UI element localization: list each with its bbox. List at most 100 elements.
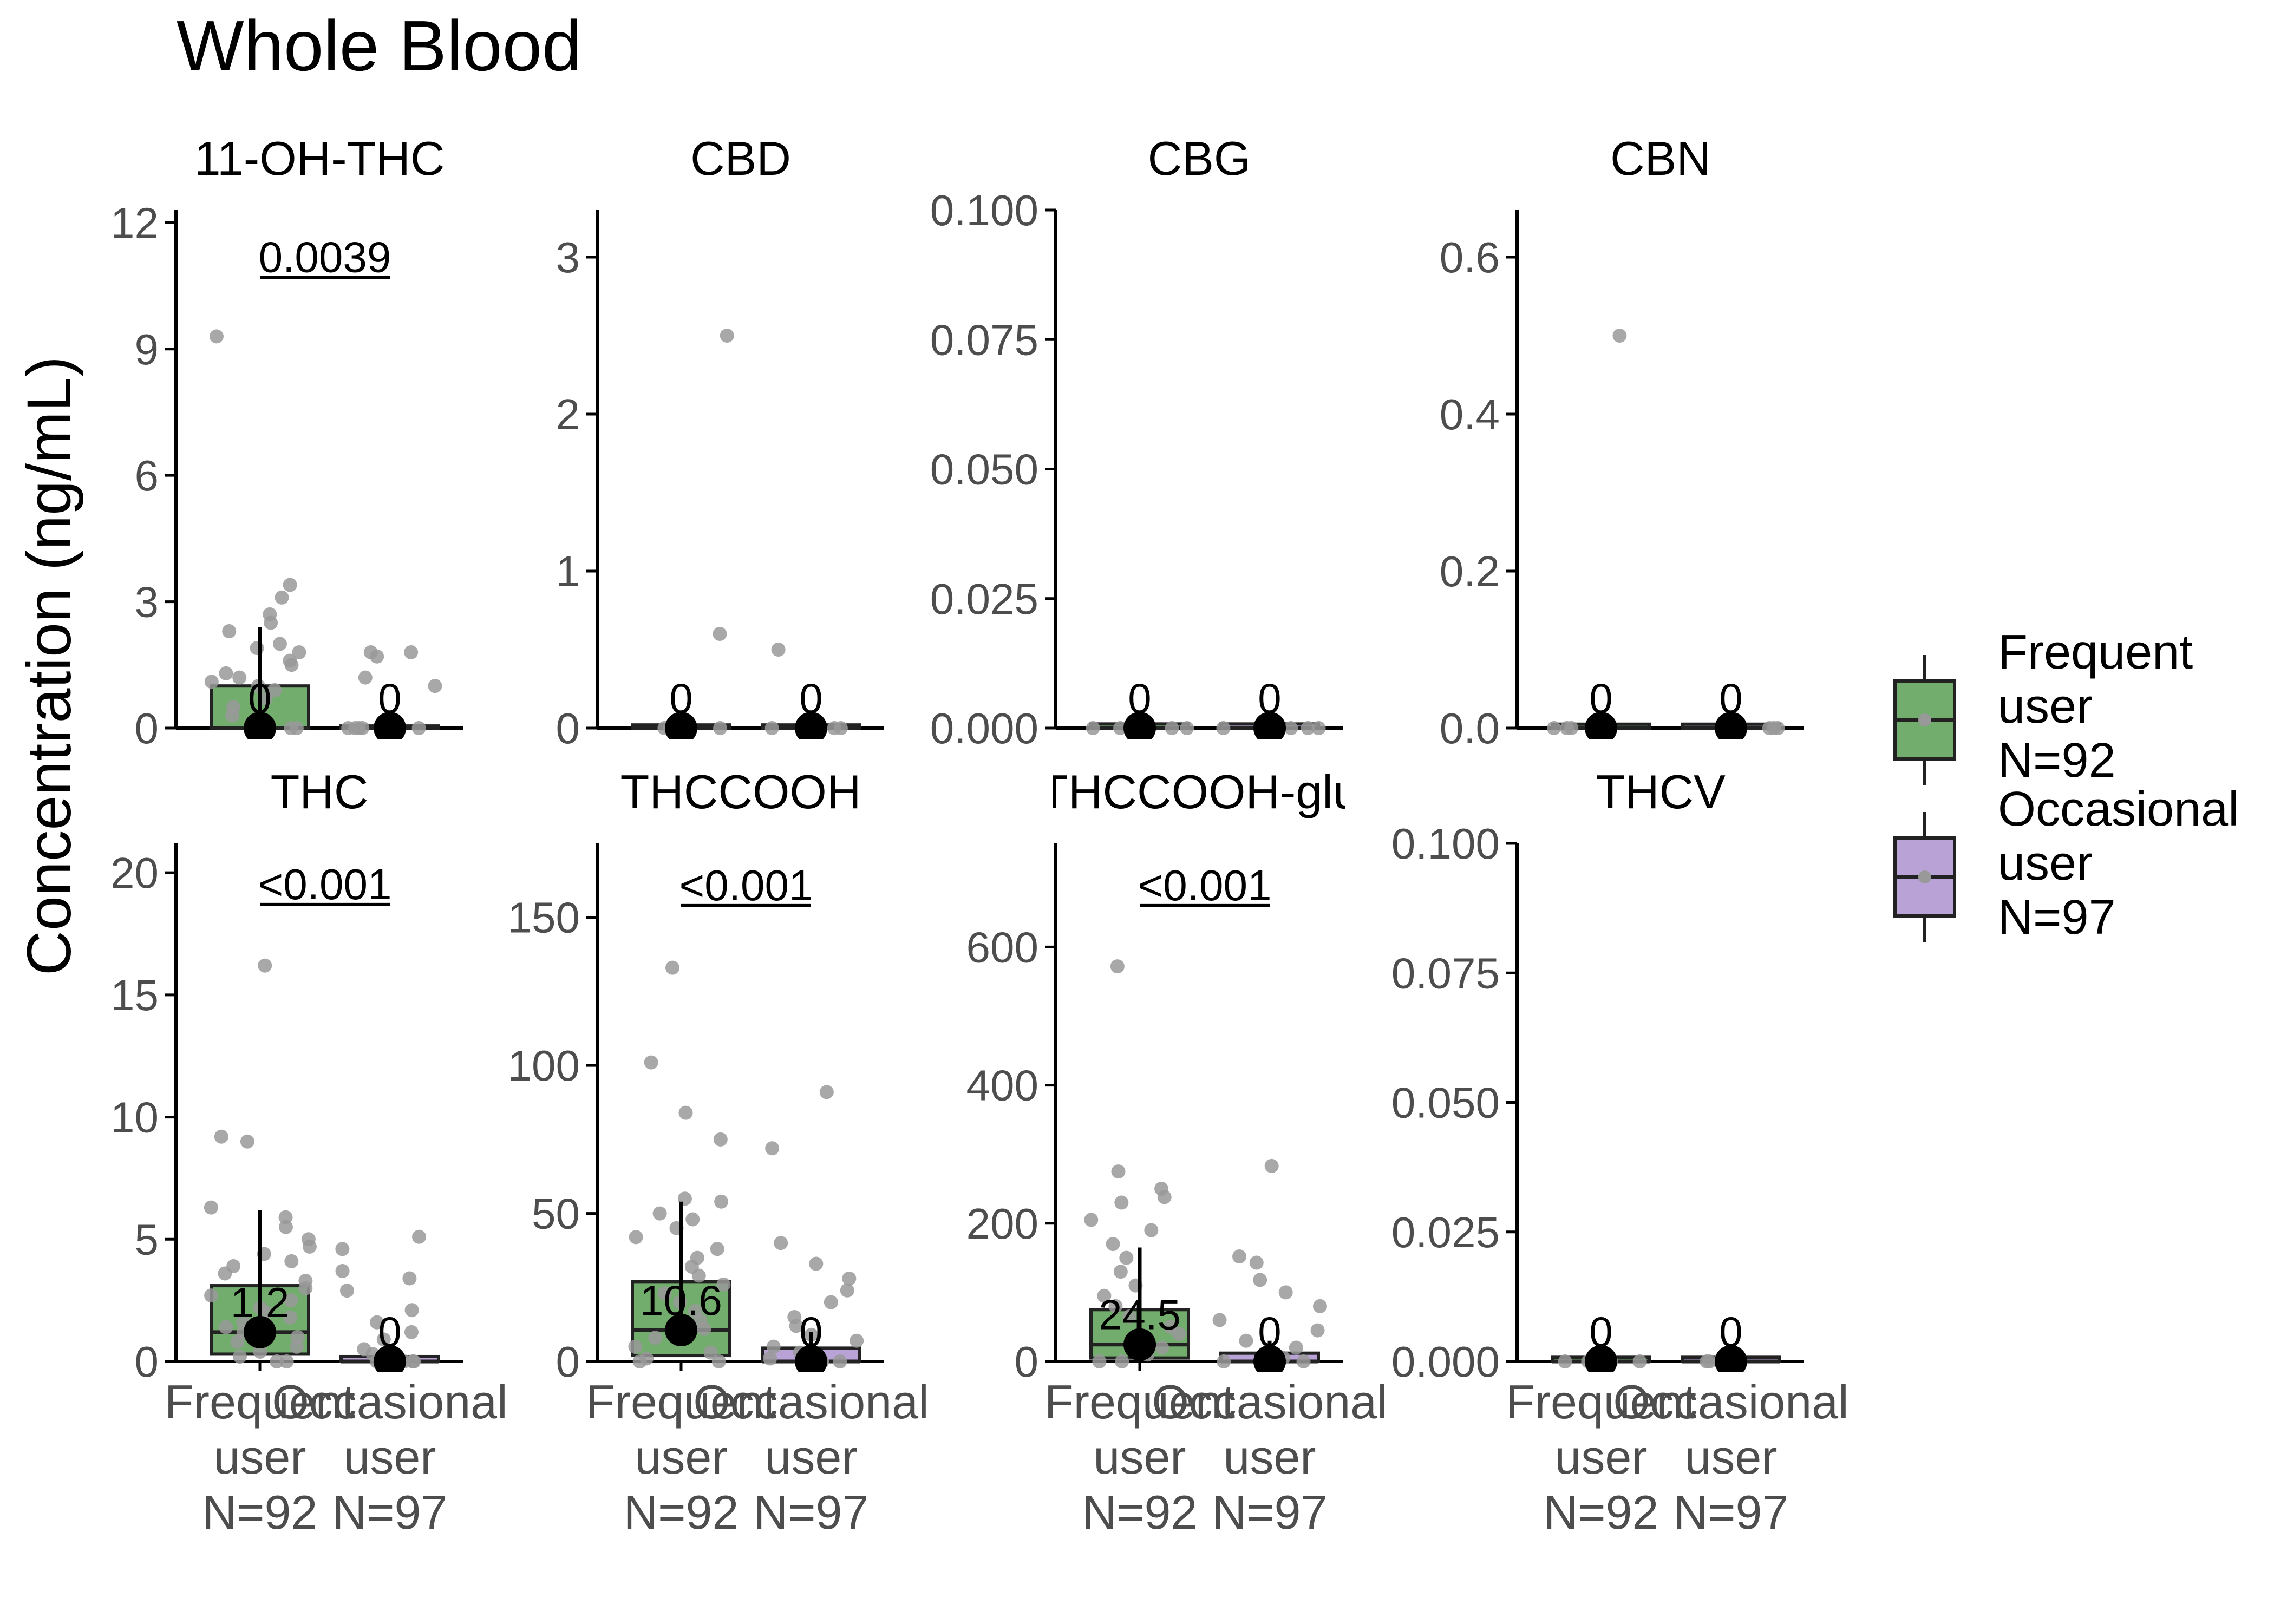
jitter-point — [204, 1288, 219, 1303]
jitter-point — [253, 1344, 267, 1359]
jitter-point — [341, 721, 356, 735]
jitter-point — [629, 1230, 643, 1245]
occasional-median-point — [374, 712, 406, 739]
panel-title: THCCOOH — [620, 765, 861, 818]
jitter-point — [713, 721, 728, 735]
frequent-value-label: 0 — [1589, 1308, 1612, 1355]
y-tick-label: 0.100 — [1391, 820, 1500, 868]
y-tick-label: 0.100 — [930, 186, 1038, 234]
jitter-point — [697, 1321, 711, 1336]
y-tick-label: 3 — [556, 233, 580, 281]
jitter-point — [339, 1284, 354, 1298]
panel-marks — [628, 960, 864, 1372]
jitter-point — [1278, 1285, 1293, 1300]
occasional-x-label: N=97 — [1674, 1485, 1789, 1539]
jitter-point — [258, 691, 273, 706]
y-tick-label: 100 — [508, 1042, 580, 1090]
frequent-value-label: 0 — [669, 675, 692, 722]
jitter-point — [335, 1263, 350, 1278]
jitter-point — [1157, 1190, 1172, 1204]
jitter-point — [289, 721, 304, 735]
panel-title: THCV — [1596, 765, 1726, 818]
jitter-point — [1558, 1354, 1572, 1368]
occasional-x-label: Occasional — [1152, 1375, 1387, 1429]
frequent-x-label: Frequent — [165, 1375, 355, 1429]
occasional-median-point — [795, 712, 827, 739]
jitter-point — [1180, 721, 1194, 735]
jitter-point — [240, 1134, 254, 1149]
pvalue-label: <0.001 — [679, 861, 813, 909]
occasional-value-label: 0 — [1719, 1308, 1742, 1355]
y-tick-label: 400 — [966, 1062, 1038, 1110]
occasional-median-point — [374, 1345, 406, 1372]
panel-thccooh: THCCOOH05010015010.60<0.001FrequentuserN… — [508, 765, 929, 1539]
jitter-point — [850, 1333, 864, 1348]
frequent-median-point — [1123, 712, 1156, 739]
jitter-point — [298, 1281, 313, 1295]
jitter-point — [703, 1345, 718, 1360]
jitter-point — [1289, 1340, 1303, 1355]
jitter-point — [412, 1229, 427, 1244]
jitter-point — [222, 624, 237, 639]
y-tick-label: 0.0 — [1440, 704, 1500, 752]
jitter-point — [355, 721, 370, 735]
figure-title: Whole Blood — [177, 6, 581, 86]
jitter-point — [1165, 721, 1179, 735]
jitter-point — [428, 679, 442, 693]
y-tick-label: 5 — [135, 1215, 159, 1263]
frequent-value-label: 0 — [248, 675, 271, 722]
occasional-median-point — [795, 1345, 827, 1372]
frequent-median-point — [1585, 712, 1617, 739]
jitter-point — [1310, 1323, 1325, 1338]
jitter-point — [1114, 1195, 1129, 1210]
panel-marks — [631, 329, 861, 739]
jitter-point — [284, 658, 299, 672]
jitter-point — [214, 1129, 228, 1144]
y-tick-label: 0.025 — [1391, 1208, 1500, 1256]
frequent-median-point — [1585, 1345, 1617, 1372]
jitter-point — [720, 329, 734, 343]
y-tick-label: 0 — [556, 1338, 580, 1386]
jitter-point — [1111, 1164, 1126, 1179]
y-tick-label: 0.050 — [1391, 1079, 1500, 1127]
jitter-point — [632, 1354, 647, 1368]
y-tick-label: 6 — [135, 451, 159, 500]
panel-thcv: THCV 0.000 0.025 0.050 0.075 0.100 0 0 Frequentu… — [1391, 765, 1849, 1539]
panel-title: CBN — [1610, 132, 1711, 185]
occasional-value-label: 0 — [799, 1308, 822, 1355]
jitter-point — [1312, 1299, 1327, 1313]
frequent-x-label: user — [213, 1430, 306, 1484]
jitter-point — [264, 615, 278, 630]
y-tick-label: 200 — [966, 1200, 1038, 1248]
panel-thccooh-glu: THCCOOH-glu 0 200 400 600 24.5 0 <0.001 Frequent… — [966, 765, 1388, 1539]
y-tick-label: 2 — [556, 390, 580, 438]
jitter-point — [411, 721, 426, 735]
jitter-point — [1560, 721, 1574, 735]
occasional-x-label: N=97 — [332, 1485, 448, 1539]
jitter-point — [219, 1320, 233, 1334]
occasional-x-label: user — [1223, 1430, 1316, 1484]
jitter-point — [218, 1266, 232, 1281]
y-tick-label: 15 — [110, 971, 159, 1019]
jitter-point — [1217, 1354, 1231, 1368]
jitter-point — [678, 1105, 693, 1120]
legend-point — [1918, 870, 1931, 883]
y-tick-label: 0.025 — [930, 575, 1038, 623]
jitter-point — [763, 1351, 777, 1366]
jitter-point — [648, 1331, 663, 1345]
frequent-median-point — [665, 712, 697, 739]
y-tick-label: 150 — [508, 894, 580, 942]
y-tick-label: 0.075 — [1391, 949, 1500, 997]
jitter-point — [1296, 1354, 1311, 1368]
jitter-point — [809, 1256, 824, 1271]
frequent-x-label: user — [1554, 1430, 1647, 1484]
pvalue-label: <0.001 — [1138, 861, 1272, 909]
jitter-point — [1086, 721, 1100, 735]
jitter-point — [711, 1354, 726, 1368]
jitter-point — [404, 1303, 419, 1318]
jitter-point — [827, 721, 841, 735]
jitter-point — [1115, 1354, 1129, 1368]
